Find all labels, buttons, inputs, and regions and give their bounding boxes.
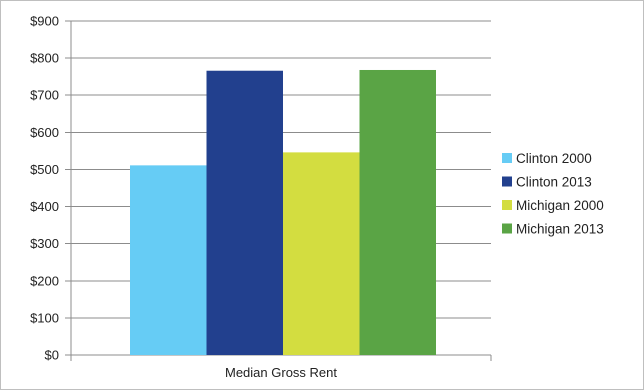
x-category-label: Median Gross Rent (225, 365, 337, 380)
y-tick-label: $900 (30, 14, 59, 29)
bar-clinton-2013 (206, 70, 283, 356)
y-tick-label: $400 (30, 199, 59, 214)
legend-label: Clinton 2013 (516, 175, 592, 190)
y-tick-label: $200 (30, 273, 59, 288)
bar-clinton-2000 (130, 165, 207, 355)
legend-label: Clinton 2000 (516, 151, 592, 166)
legend-label: Michigan 2013 (516, 222, 604, 237)
bar-michigan-2000 (283, 152, 360, 355)
y-tick-label: $100 (30, 310, 59, 325)
y-tick-label: $700 (30, 88, 59, 103)
legend-swatch (502, 176, 512, 187)
legend-swatch (502, 200, 512, 210)
legend-swatch (502, 223, 512, 234)
y-tick-label: $300 (30, 236, 59, 251)
y-tick-label: $0 (45, 348, 59, 363)
legend-swatch (502, 153, 512, 163)
y-tick-label: $600 (30, 125, 59, 140)
y-tick-label: $500 (30, 162, 59, 177)
y-tick-label: $800 (30, 51, 59, 66)
legend-label: Michigan 2000 (516, 198, 604, 213)
bar-michigan-2013 (359, 69, 436, 355)
